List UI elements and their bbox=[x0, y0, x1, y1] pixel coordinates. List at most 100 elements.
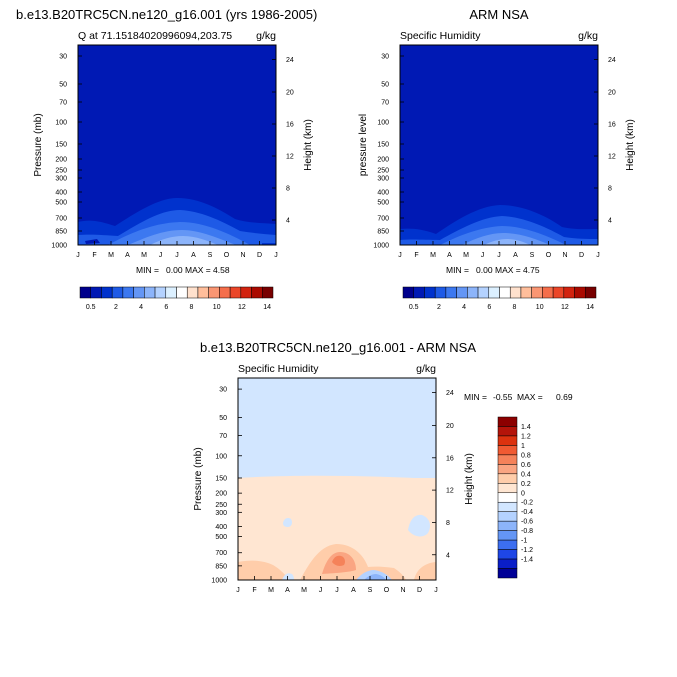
obs-pressure-tick-label: 300 bbox=[377, 176, 389, 183]
obs-x-tick-label: M bbox=[430, 252, 436, 259]
colorbar-label: 1.4 bbox=[521, 424, 531, 431]
obs-pressure-tick-label: 70 bbox=[381, 100, 389, 107]
model-pressure-tick-label: 50 bbox=[59, 82, 67, 89]
difference-min-value: -0.55 bbox=[493, 392, 513, 402]
colorbar-label: 4 bbox=[462, 304, 466, 311]
obs-pressure-tick-label: 1000 bbox=[373, 243, 389, 250]
obs-x-tick-label: A bbox=[513, 252, 518, 259]
difference-y-right-axis-label: Height (km) bbox=[464, 453, 475, 505]
colorbar-swatch bbox=[186, 286, 199, 299]
model-x-tick-label: O bbox=[224, 252, 230, 259]
model-height-tick-label: 4 bbox=[286, 218, 290, 225]
colorbar-swatch bbox=[563, 286, 575, 299]
model-x-tick-label: D bbox=[257, 252, 262, 259]
difference-x-tick-label: M bbox=[268, 587, 274, 594]
difference-height-tick-label: 4 bbox=[446, 552, 450, 559]
obs-pressure-tick-label: 50 bbox=[381, 82, 389, 89]
obs-height-tick-label: 4 bbox=[608, 218, 612, 225]
colorbar-swatch bbox=[531, 286, 543, 299]
obs-pressure-tick-label: 150 bbox=[377, 142, 389, 149]
colorbar-label: -0.2 bbox=[521, 500, 533, 507]
difference-y-axis-label: Pressure (mb) bbox=[193, 447, 204, 510]
difference-min-label: MIN = bbox=[464, 392, 487, 402]
colorbar-label: 0.5 bbox=[409, 304, 419, 311]
obs-units-label: g/kg bbox=[578, 30, 598, 42]
colorbar-swatch bbox=[497, 473, 518, 484]
colorbar-label: 8 bbox=[190, 304, 194, 311]
difference-pressure-tick-label: 850 bbox=[215, 563, 227, 570]
difference-x-tick-label: D bbox=[417, 587, 422, 594]
colorbar-label: -0.6 bbox=[521, 519, 533, 526]
model-pressure-tick-label: 250 bbox=[55, 168, 67, 175]
difference-pressure-tick-label: 70 bbox=[219, 433, 227, 440]
colorbar-label: 2 bbox=[437, 304, 441, 311]
difference-x-tick-label: O bbox=[384, 587, 390, 594]
obs-x-tick-label: J bbox=[398, 252, 402, 259]
obs-pressure-tick-label: 250 bbox=[377, 168, 389, 175]
difference-contour-field bbox=[238, 378, 436, 580]
model-x-tick-label: A bbox=[191, 252, 196, 259]
difference-pressure-tick-label: 100 bbox=[215, 453, 227, 460]
model-min-value: 0.00 bbox=[166, 265, 183, 275]
model-max-label: MAX = bbox=[185, 265, 211, 275]
obs-title: ARM NSA bbox=[469, 7, 529, 22]
colorbar-swatch bbox=[585, 286, 597, 299]
model-y-right-axis-label: Height (km) bbox=[303, 119, 314, 171]
obs-min-label: MIN = bbox=[446, 265, 469, 275]
difference-panel: b.e13.B20TRC5CN.ne120_g16.001 - ARM NSA … bbox=[193, 340, 573, 594]
model-title: b.e13.B20TRC5CN.ne120_g16.001 (yrs 1986-… bbox=[16, 7, 317, 22]
model-x-tick-label: A bbox=[125, 252, 130, 259]
colorbar-swatch bbox=[497, 492, 518, 503]
colorbar-swatch bbox=[122, 286, 134, 299]
difference-x-tick-label: M bbox=[301, 587, 307, 594]
difference-pressure-tick-label: 50 bbox=[219, 415, 227, 422]
difference-pressure-tick-label: 300 bbox=[215, 510, 227, 517]
colorbar-label: 0.8 bbox=[521, 452, 531, 459]
colorbar-label: 6 bbox=[164, 304, 168, 311]
model-pressure-tick-label: 300 bbox=[55, 176, 67, 183]
difference-title: b.e13.B20TRC5CN.ne120_g16.001 - ARM NSA bbox=[200, 340, 476, 355]
obs-x-tick-label: O bbox=[546, 252, 552, 259]
colorbar-label: -0.8 bbox=[521, 528, 533, 535]
model-x-tick-label: J bbox=[175, 252, 179, 259]
difference-pressure-tick-label: 30 bbox=[219, 387, 227, 394]
obs-pressure-tick-label: 500 bbox=[377, 200, 389, 207]
colorbar-swatch bbox=[467, 286, 479, 299]
model-pressure-tick-label: 500 bbox=[55, 200, 67, 207]
colorbar-swatch bbox=[497, 520, 518, 531]
difference-units-label: g/kg bbox=[416, 363, 436, 375]
difference-max-label: MAX = bbox=[517, 392, 543, 402]
colorbar-swatch bbox=[262, 286, 274, 299]
model-x-tick-label: J bbox=[159, 252, 163, 259]
model-x-tick-label: S bbox=[208, 252, 213, 259]
obs-max-label: MAX = bbox=[495, 265, 521, 275]
model-pressure-tick-label: 1000 bbox=[51, 243, 67, 250]
obs-height-tick-label: 24 bbox=[608, 57, 616, 64]
colorbar-label: 6 bbox=[487, 304, 491, 311]
obs-pressure-tick-label: 850 bbox=[377, 229, 389, 236]
obs-y-axis-label: pressure level bbox=[358, 114, 369, 176]
colorbar-swatch bbox=[488, 286, 500, 299]
obs-max-value: 4.75 bbox=[523, 265, 540, 275]
model-max-value: 4.58 bbox=[213, 265, 230, 275]
model-x-tick-label: N bbox=[240, 252, 245, 259]
difference-x-tick-label: N bbox=[400, 587, 405, 594]
model-x-tick-label: F bbox=[92, 252, 96, 259]
model-x-tick-label: J bbox=[274, 252, 278, 259]
colorbar-swatch bbox=[520, 286, 532, 299]
model-height-tick-label: 8 bbox=[286, 186, 290, 193]
colorbar-swatch bbox=[497, 501, 518, 512]
colorbar-swatch bbox=[497, 416, 518, 427]
model-pressure-tick-label: 700 bbox=[55, 216, 67, 223]
obs-x-tick-label: J bbox=[481, 252, 485, 259]
colorbar-swatch bbox=[133, 286, 145, 299]
difference-height-tick-label: 16 bbox=[446, 455, 454, 462]
colorbar-swatch bbox=[497, 483, 518, 494]
obs-x-tick-label: D bbox=[579, 252, 584, 259]
difference-min-max: MIN = -0.55 MAX = 0.69 bbox=[464, 392, 573, 402]
obs-pressure-tick-label: 30 bbox=[381, 54, 389, 61]
colorbar-label: -1 bbox=[521, 538, 527, 545]
colorbar-swatch bbox=[542, 286, 554, 299]
